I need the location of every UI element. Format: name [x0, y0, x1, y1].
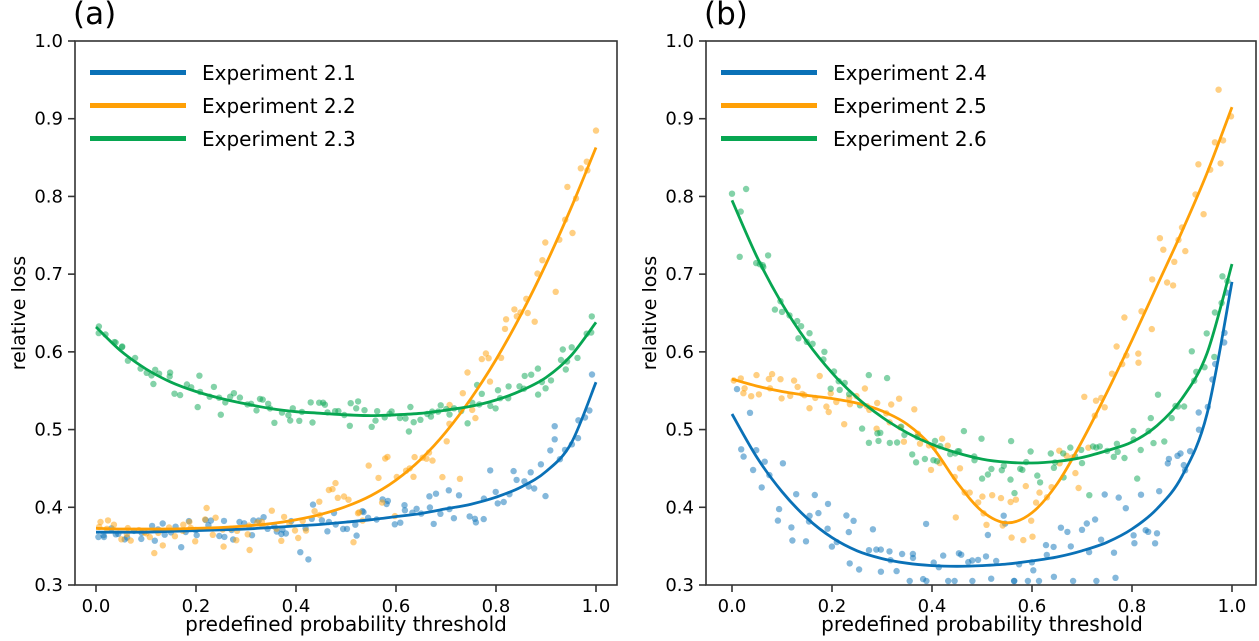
- legend-label: Experiment 2.2: [202, 93, 356, 118]
- x-tick-label: 0.4: [918, 596, 947, 617]
- y-tick-label: 0.3: [665, 575, 694, 596]
- panel-a: 0.0 0.2 0.4 0.6 0.8 1.0 0.3 0.4 0.5 0.6 0.7 0.8 0.9 1…: [34, 31, 618, 617]
- y-tick-label: 0.6: [34, 342, 63, 363]
- legend-line-swatch: [90, 136, 186, 141]
- scatter-experiment-2-4: [733, 289, 1230, 585]
- scatter-experiment-2-5: [730, 86, 1235, 544]
- panel-a-xlabel: predefined probability threshold: [185, 612, 507, 636]
- legend-line-swatch: [721, 103, 817, 108]
- x-tick-label: 0.4: [282, 596, 311, 617]
- y-axis-ticks: 0.3 0.4 0.5 0.6 0.7 0.8 0.9 1.0: [665, 31, 706, 596]
- legend-label: Experiment 2.6: [833, 126, 987, 151]
- legend-line-swatch: [721, 70, 817, 75]
- y-tick-label: 0.5: [665, 420, 694, 441]
- y-tick-label: 0.7: [665, 264, 694, 285]
- panel-b: 0.0 0.2 0.4 0.6 0.8 1.0 0.3 0.4 0.5 0.6 0.7 0.8 0.9 1…: [665, 31, 1257, 617]
- x-tick-label: 0.6: [382, 596, 411, 617]
- y-tick-label: 1.0: [665, 31, 694, 52]
- x-tick-label: 0.2: [182, 596, 211, 617]
- y-tick-label: 0.5: [34, 420, 63, 441]
- legend-line-swatch: [721, 136, 817, 141]
- trend-line-experiment-2-6: [730, 199, 1234, 465]
- x-axis-ticks: 0.0 0.2 0.4 0.6 0.8 1.0: [82, 585, 611, 617]
- y-tick-label: 0.9: [34, 109, 63, 130]
- trend-line-experiment-2-1: [96, 381, 598, 534]
- scatter-experiment-2-6: [728, 185, 1231, 499]
- x-tick-label: 0.0: [82, 596, 111, 617]
- y-tick-label: 0.4: [34, 497, 63, 518]
- y-tick-label: 0.6: [665, 342, 694, 363]
- legend-line-swatch: [90, 70, 186, 75]
- y-tick-label: 0.9: [665, 109, 694, 130]
- scatter-experiment-2-1: [95, 371, 596, 563]
- x-tick-label: 0.8: [1118, 596, 1147, 617]
- scatter-experiment-2-3: [95, 313, 595, 435]
- x-tick-label: 0.6: [1018, 596, 1047, 617]
- trend-line-experiment-2-4: [730, 281, 1234, 568]
- panel-a-ylabel: relative loss: [8, 255, 30, 371]
- legend-label: Experiment 2.1: [202, 60, 356, 85]
- y-tick-label: 0.7: [34, 264, 63, 285]
- panel-a-legend: Experiment 2.1 Experiment 2.2 Experiment…: [90, 56, 356, 155]
- trend-line-experiment-2-5: [731, 106, 1234, 525]
- x-tick-label: 0.2: [818, 596, 847, 617]
- axes-spines: [74, 40, 618, 586]
- scatter-experiment-2-2: [96, 127, 600, 557]
- x-tick-label: 1.0: [582, 596, 611, 617]
- legend-line-swatch: [90, 103, 186, 108]
- trend-line-experiment-2-3: [95, 321, 598, 418]
- legend-item: Experiment 2.4: [721, 56, 987, 89]
- x-tick-label: 0.0: [718, 596, 747, 617]
- legend-item: Experiment 2.5: [721, 89, 987, 122]
- y-tick-label: 0.8: [34, 186, 63, 207]
- legend-item: Experiment 2.1: [90, 56, 356, 89]
- y-tick-label: 0.3: [34, 575, 63, 596]
- panel-b-title: (b): [704, 0, 748, 32]
- panel-b-xlabel: predefined probability threshold: [821, 612, 1143, 636]
- y-axis-ticks: 0.3 0.4 0.5 0.6 0.7 0.8 0.9 1.0: [34, 31, 75, 596]
- panel-b-ylabel: relative loss: [639, 255, 661, 371]
- x-tick-label: 1.0: [1218, 596, 1247, 617]
- legend-item: Experiment 2.6: [721, 122, 987, 155]
- x-axis-ticks: 0.0 0.2 0.4 0.6 0.8 1.0: [718, 585, 1247, 617]
- y-tick-label: 1.0: [34, 31, 63, 52]
- legend-label: Experiment 2.4: [833, 60, 987, 85]
- legend-item: Experiment 2.3: [90, 122, 356, 155]
- axes-spines: [705, 40, 1257, 586]
- panel-b-legend: Experiment 2.4 Experiment 2.5 Experiment…: [721, 56, 987, 155]
- x-tick-label: 0.8: [482, 596, 511, 617]
- y-tick-label: 0.4: [665, 497, 694, 518]
- legend-label: Experiment 2.3: [202, 126, 356, 151]
- panel-a-title: (a): [73, 0, 117, 32]
- y-tick-label: 0.8: [665, 186, 694, 207]
- legend-label: Experiment 2.5: [833, 93, 987, 118]
- legend-item: Experiment 2.2: [90, 89, 356, 122]
- trend-line-experiment-2-2: [95, 146, 598, 531]
